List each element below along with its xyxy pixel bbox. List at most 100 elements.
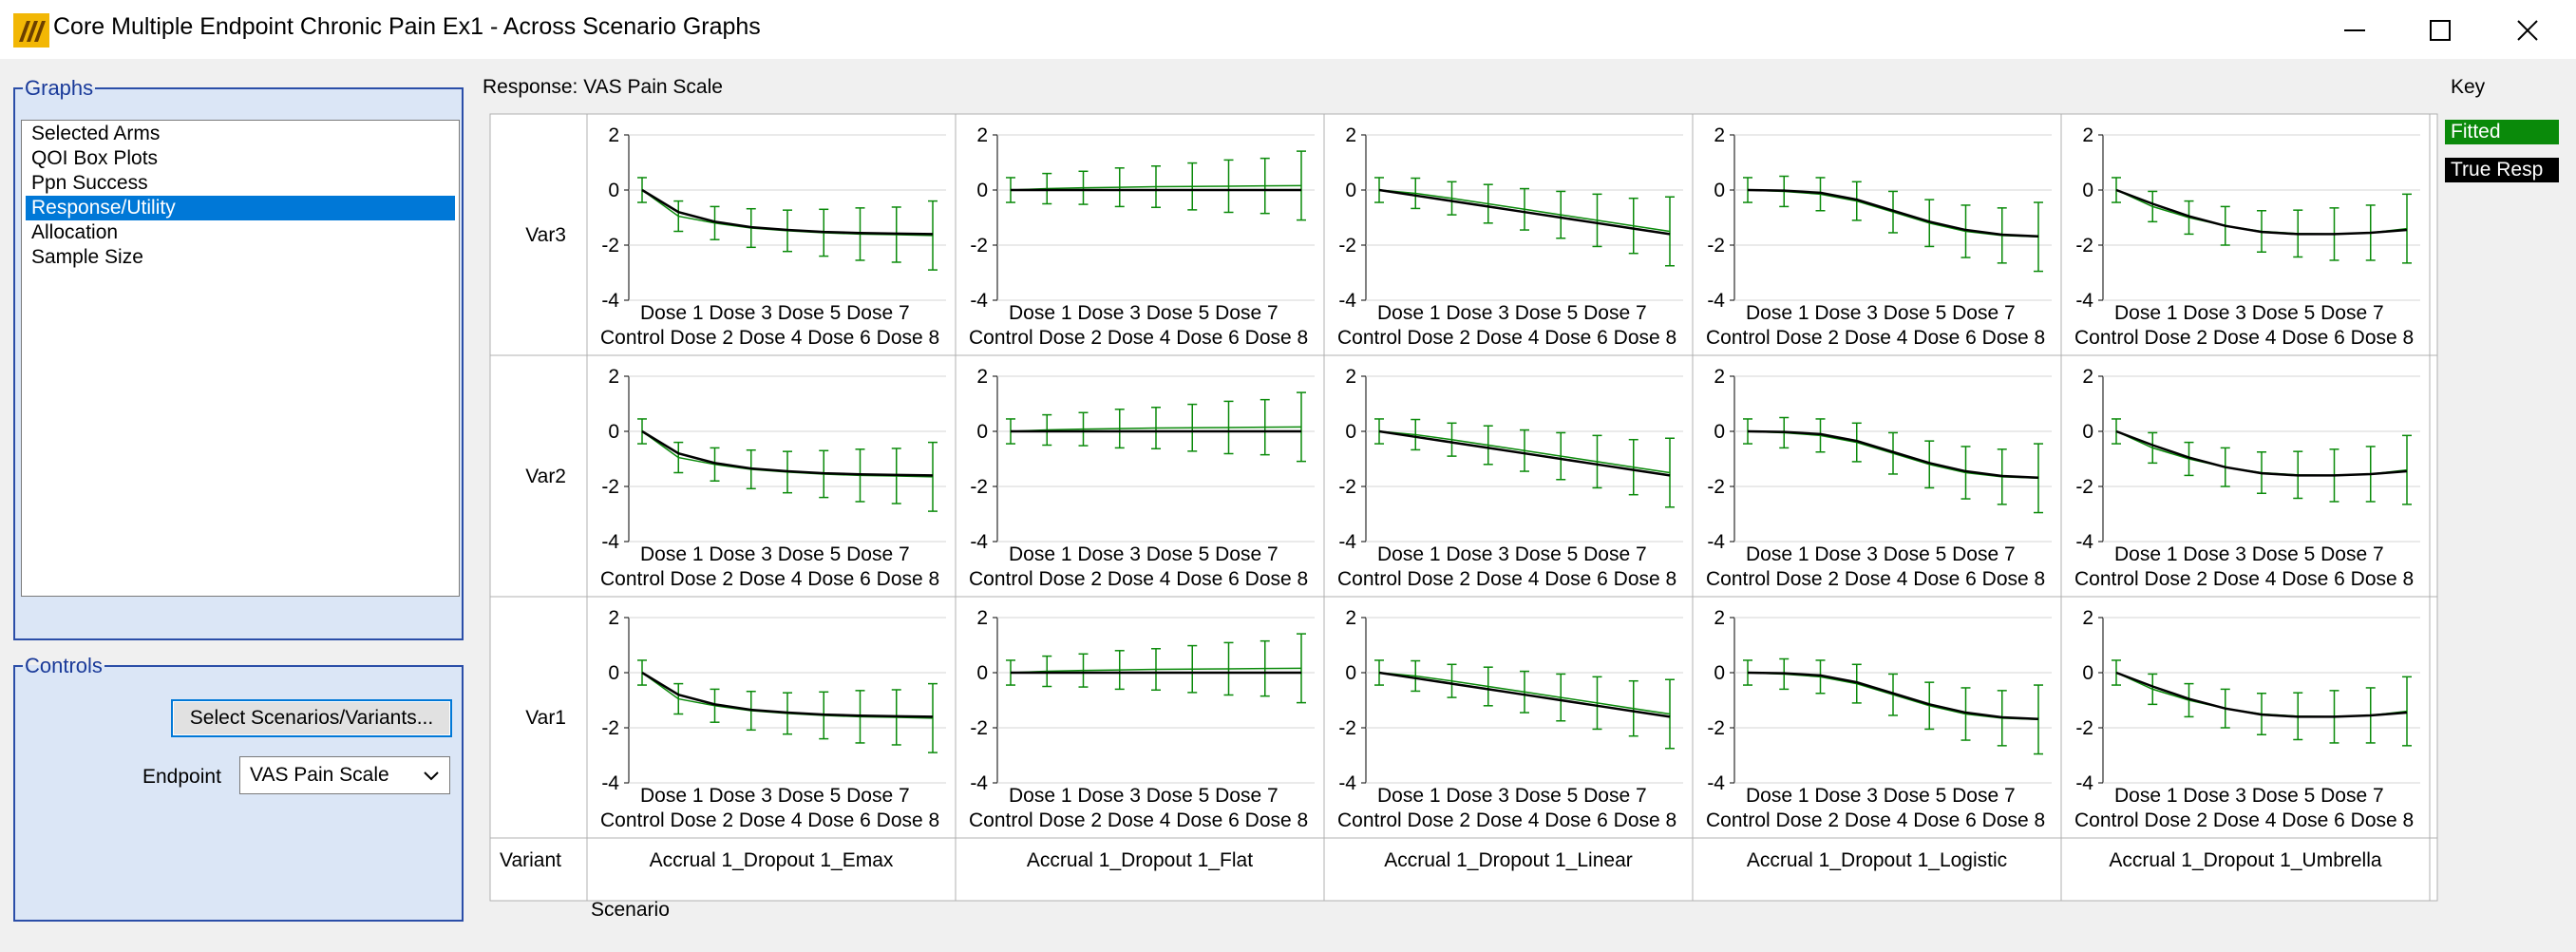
endpoint-value: VAS Pain Scale: [250, 764, 389, 786]
x-tick-label: Dose 1 Dose 3 Dose 5 Dose 7: [1746, 543, 2016, 565]
graph-item-qoi-box-plots[interactable]: QOI Box Plots: [31, 147, 159, 169]
x-tick-label: Control Dose 2 Dose 4 Dose 6 Dose 8: [969, 327, 1308, 349]
true-response-series-line: [641, 671, 934, 718]
graph-item-ppn-success[interactable]: Ppn Success: [31, 172, 148, 194]
variant-label: Var3: [525, 224, 566, 246]
graph-item-allocation[interactable]: Allocation: [31, 221, 119, 243]
x-tick-label: Control Dose 2 Dose 4 Dose 6 Dose 8: [600, 327, 939, 349]
scenario-axis-title: Scenario: [591, 899, 670, 921]
endpoint-select[interactable]: VAS Pain Scale: [239, 756, 450, 794]
true-response-series-line: [1378, 188, 1671, 236]
facts-logo-icon: [13, 13, 49, 48]
endpoint-label: Endpoint: [142, 766, 221, 788]
x-tick-label: Dose 1 Dose 3 Dose 5 Dose 7: [1377, 785, 1647, 807]
y-tick-label: -2: [1338, 476, 1356, 498]
y-tick-label: 0: [976, 421, 988, 443]
true-response-series-line: [1747, 429, 2039, 479]
x-tick-label: Dose 1 Dose 3 Dose 5 Dose 7: [1746, 302, 2016, 324]
y-tick-label: 0: [1714, 662, 1725, 684]
y-tick-label: -4: [2075, 531, 2093, 553]
fitted-series-line: [1378, 189, 1671, 233]
y-tick-label: -4: [2075, 290, 2093, 312]
graph-item-sample-size[interactable]: Sample Size: [31, 246, 143, 268]
fitted-series-line: [1378, 430, 1671, 474]
y-tick-label: -2: [1707, 235, 1725, 257]
graphs-panel-title: Graphs: [25, 76, 94, 100]
x-tick-label: Dose 1 Dose 3 Dose 5 Dose 7: [640, 785, 910, 807]
x-tick-label: Dose 1 Dose 3 Dose 5 Dose 7: [1009, 543, 1279, 565]
scenario-label: Accrual 1_Dropout 1_Logistic: [1747, 849, 2007, 871]
key-true-response: True Resp: [2445, 158, 2559, 182]
y-tick-label: 0: [1714, 180, 1725, 201]
true-response-series-line: [2115, 429, 2408, 477]
true-response-series-line: [641, 429, 934, 477]
x-tick-label: Dose 1 Dose 3 Dose 5 Dose 7: [2114, 785, 2384, 807]
y-tick-label: 0: [1345, 662, 1356, 684]
x-tick-label: Control Dose 2 Dose 4 Dose 6 Dose 8: [600, 809, 939, 831]
fitted-series-line: [1010, 426, 1302, 432]
x-tick-label: Control Dose 2 Dose 4 Dose 6 Dose 8: [1706, 327, 2045, 349]
x-tick-label: Control Dose 2 Dose 4 Dose 6 Dose 8: [969, 568, 1308, 590]
x-tick-label: Control Dose 2 Dose 4 Dose 6 Dose 8: [1337, 568, 1676, 590]
y-tick-label: -4: [1338, 531, 1356, 553]
close-button[interactable]: [2481, 0, 2576, 59]
y-tick-label: 0: [608, 662, 619, 684]
x-tick-label: Dose 1 Dose 3 Dose 5 Dose 7: [1009, 785, 1279, 807]
scenario-label: Accrual 1_Dropout 1_Linear: [1384, 849, 1633, 871]
fitted-series-line: [1378, 672, 1671, 715]
true-response-series-line: [2115, 188, 2408, 236]
variant-header: Variant: [500, 849, 561, 871]
fitted-series-line: [1010, 184, 1302, 191]
graph-item-selected-arms[interactable]: Selected Arms: [31, 123, 161, 144]
y-tick-label: 2: [608, 366, 619, 388]
graph-item-response-utility[interactable]: Response/Utility: [26, 196, 455, 220]
graphs-list[interactable]: Selected Arms QOI Box Plots Ppn Success …: [21, 120, 460, 597]
y-tick-label: 0: [976, 662, 988, 684]
y-tick-label: -2: [601, 717, 619, 739]
minimize-button[interactable]: [2308, 0, 2403, 59]
y-tick-label: 2: [2082, 366, 2093, 388]
y-tick-label: -2: [1338, 235, 1356, 257]
x-tick-label: Control Dose 2 Dose 4 Dose 6 Dose 8: [969, 809, 1308, 831]
y-tick-label: -2: [2075, 717, 2093, 739]
y-tick-label: -4: [970, 531, 988, 553]
x-tick-label: Dose 1 Dose 3 Dose 5 Dose 7: [640, 302, 910, 324]
y-tick-label: -2: [970, 476, 988, 498]
y-tick-label: 2: [608, 124, 619, 146]
y-tick-label: -2: [2075, 235, 2093, 257]
true-response-series-line: [1378, 429, 1671, 477]
y-tick-label: -2: [1707, 717, 1725, 739]
x-tick-label: Control Dose 2 Dose 4 Dose 6 Dose 8: [2074, 327, 2414, 349]
y-tick-label: 2: [1714, 124, 1725, 146]
scenario-label: Accrual 1_Dropout 1_Emax: [650, 849, 894, 871]
y-tick-label: 0: [608, 421, 619, 443]
y-tick-label: -2: [1707, 476, 1725, 498]
x-tick-label: Control Dose 2 Dose 4 Dose 6 Dose 8: [1337, 809, 1676, 831]
maximize-button[interactable]: [2394, 0, 2489, 59]
y-tick-label: 2: [1345, 366, 1356, 388]
x-tick-label: Dose 1 Dose 3 Dose 5 Dose 7: [1009, 302, 1279, 324]
true-response-series-line: [1378, 671, 1671, 718]
y-tick-label: 0: [2082, 180, 2093, 201]
variant-label: Var1: [525, 707, 566, 729]
scenario-label: Accrual 1_Dropout 1_Umbrella: [2109, 849, 2381, 871]
y-tick-label: -4: [601, 531, 619, 553]
x-tick-label: Control Dose 2 Dose 4 Dose 6 Dose 8: [1337, 327, 1676, 349]
true-response-series-line: [2115, 671, 2408, 718]
y-tick-label: 2: [976, 607, 988, 629]
y-tick-label: 2: [1714, 607, 1725, 629]
y-tick-label: 0: [1345, 421, 1356, 443]
y-tick-label: 2: [2082, 124, 2093, 146]
y-tick-label: -2: [970, 717, 988, 739]
graphs-panel: Graphs Selected Arms QOI Box Plots Ppn S…: [13, 78, 464, 640]
x-tick-label: Control Dose 2 Dose 4 Dose 6 Dose 8: [2074, 568, 2414, 590]
x-tick-label: Dose 1 Dose 3 Dose 5 Dose 7: [2114, 302, 2384, 324]
x-tick-label: Dose 1 Dose 3 Dose 5 Dose 7: [640, 543, 910, 565]
scenario-label: Accrual 1_Dropout 1_Flat: [1027, 849, 1253, 871]
y-tick-label: 0: [2082, 421, 2093, 443]
y-tick-label: -2: [970, 235, 988, 257]
key-fitted: Fitted: [2445, 120, 2559, 144]
select-scenarios-button[interactable]: Select Scenarios/Variants...: [171, 699, 452, 737]
y-tick-label: -4: [970, 772, 988, 794]
y-tick-label: -4: [601, 290, 619, 312]
